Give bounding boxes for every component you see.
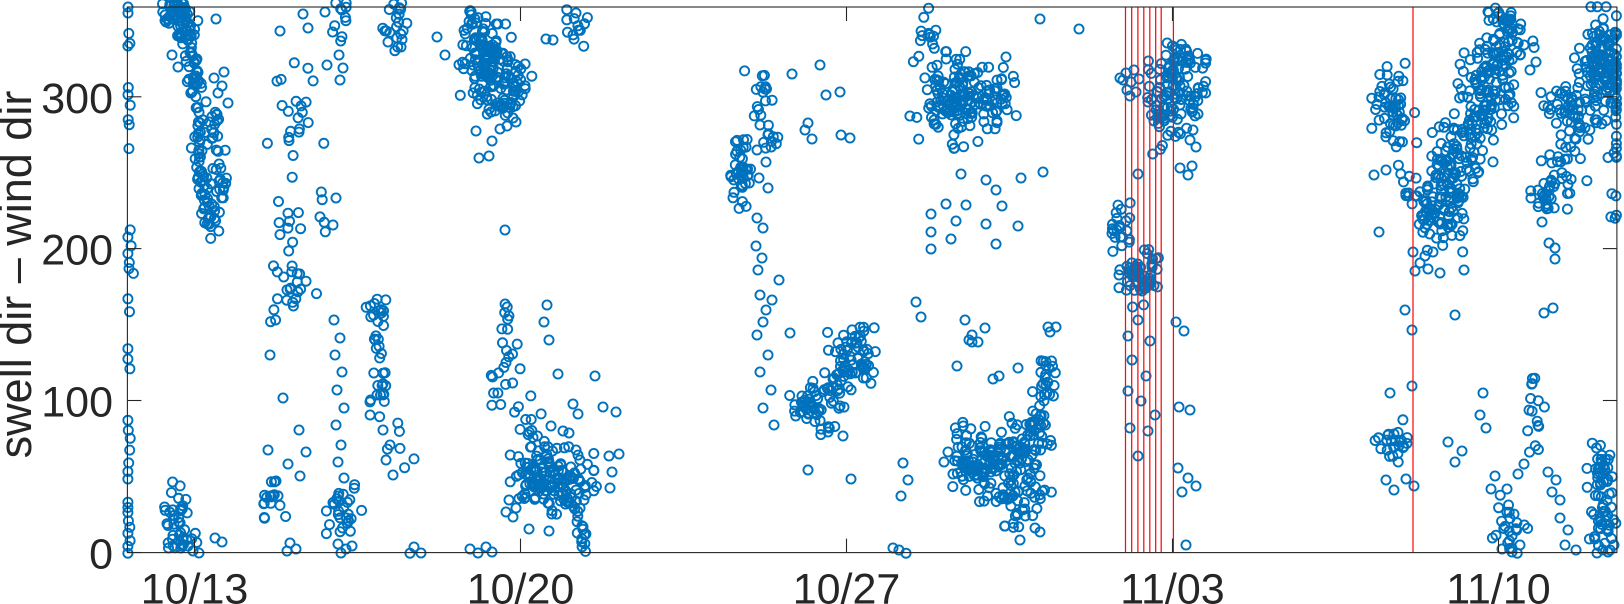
svg-text:0: 0	[89, 531, 113, 579]
svg-text:11/03: 11/03	[1120, 566, 1224, 604]
svg-text:10/27: 10/27	[793, 566, 901, 604]
svg-text:swell dir – wind dir: swell dir – wind dir	[0, 91, 41, 459]
svg-text:100: 100	[41, 379, 113, 427]
svg-text:10/20: 10/20	[467, 566, 575, 604]
svg-text:200: 200	[41, 227, 113, 275]
svg-text:11/10: 11/10	[1446, 566, 1550, 604]
svg-text:10/13: 10/13	[141, 566, 249, 604]
svg-text:300: 300	[41, 75, 113, 123]
